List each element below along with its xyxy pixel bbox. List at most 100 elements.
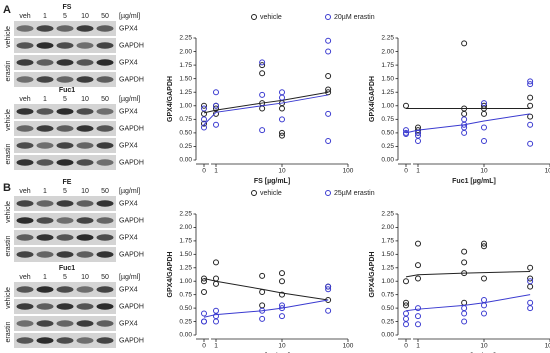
y-tick-label: 0.75 — [179, 291, 192, 298]
x-tick-label: 100 — [545, 343, 550, 350]
y-axis-title: GPX4/GAPDH — [167, 76, 174, 122]
legend-label: 25µM erastin — [334, 190, 375, 197]
data-point — [213, 105, 219, 112]
band — [76, 59, 94, 66]
data-point — [213, 275, 219, 282]
data-point — [481, 275, 487, 282]
row-label: GAPDH — [119, 76, 144, 83]
data-point — [415, 313, 421, 320]
data-point — [527, 102, 534, 109]
band — [16, 303, 34, 310]
lane-label: 1 — [43, 274, 47, 281]
band — [76, 303, 94, 310]
x-tick-label: 100 — [545, 168, 550, 175]
y-tick-label: 1.25 — [381, 89, 394, 96]
data-point — [403, 310, 409, 317]
data-point — [415, 240, 421, 247]
fit-line — [203, 91, 329, 114]
x-tick-label: 10 — [278, 343, 286, 350]
x-tick-label: 0 — [404, 168, 408, 175]
data-point — [415, 305, 421, 312]
x-tick-label: 1 — [416, 168, 420, 175]
data-point — [259, 307, 266, 314]
unit-label: [µg/ml] — [119, 13, 140, 20]
data-point — [279, 116, 285, 123]
data-point — [213, 121, 219, 128]
data-point — [461, 310, 468, 317]
y-tick-label: 0.25 — [179, 143, 192, 150]
data-point — [259, 315, 266, 322]
row-label: GPX4 — [119, 320, 138, 327]
y-tick-label: 1.50 — [179, 251, 192, 258]
y-tick-label: 0.00 — [381, 332, 394, 339]
band — [56, 125, 74, 132]
y-tick-label: 2.00 — [179, 224, 192, 231]
data-point — [461, 305, 468, 312]
unit-label: [µg/ml] — [119, 188, 140, 195]
band — [56, 76, 74, 83]
data-point — [279, 313, 285, 320]
data-point — [201, 120, 207, 127]
band — [96, 286, 114, 293]
lane-label: 1 — [43, 13, 47, 20]
data-point — [325, 72, 332, 79]
band — [76, 286, 94, 293]
data-point — [213, 318, 219, 325]
data-point — [527, 299, 534, 306]
band — [36, 200, 54, 207]
band — [16, 142, 34, 149]
data-point — [213, 259, 219, 266]
x-tick-label: 0 — [202, 168, 206, 175]
lane-label: 5 — [63, 188, 67, 195]
fit-line — [405, 294, 531, 312]
row-label: GPX4 — [119, 142, 138, 149]
data-point — [259, 62, 266, 69]
band — [36, 303, 54, 310]
data-point — [527, 275, 534, 282]
band — [36, 25, 54, 32]
y-tick-label: 0.50 — [179, 130, 192, 137]
blot-title: FE — [63, 179, 72, 186]
data-point — [461, 270, 468, 277]
data-point — [403, 299, 409, 306]
row-label: GPX4 — [119, 25, 138, 32]
band — [76, 251, 94, 258]
data-point — [461, 121, 468, 128]
y-tick-label: 0.25 — [381, 318, 394, 325]
band — [76, 125, 94, 132]
fit-line — [203, 299, 329, 318]
data-point — [259, 127, 266, 134]
data-point — [527, 305, 534, 312]
band — [56, 108, 74, 115]
data-point — [279, 291, 285, 298]
band — [36, 337, 54, 344]
fit-line — [203, 278, 329, 301]
data-point — [259, 302, 266, 309]
fit-line — [405, 271, 531, 278]
data-point — [461, 318, 468, 325]
data-point — [325, 89, 332, 96]
band — [96, 125, 114, 132]
lane-label: 10 — [81, 13, 89, 20]
data-point — [527, 78, 534, 85]
row-label: GAPDH — [119, 125, 144, 132]
band — [16, 125, 34, 132]
lane-label: veh — [19, 274, 30, 281]
data-point — [461, 116, 468, 123]
y-tick-label: 0.25 — [381, 143, 394, 150]
y-tick-label: 1.00 — [179, 102, 192, 109]
fit-line — [405, 113, 531, 134]
data-point — [527, 140, 534, 147]
lane-label: 50 — [101, 13, 109, 20]
y-tick-label: 0.75 — [381, 291, 394, 298]
data-point — [403, 321, 409, 328]
data-point — [259, 288, 266, 295]
y-tick-label: 2.00 — [381, 48, 394, 55]
data-point — [279, 89, 285, 96]
legend-label: vehicle — [260, 190, 282, 197]
data-point — [279, 278, 285, 285]
data-point — [201, 105, 207, 112]
lane-label: 10 — [81, 188, 89, 195]
band — [36, 76, 54, 83]
